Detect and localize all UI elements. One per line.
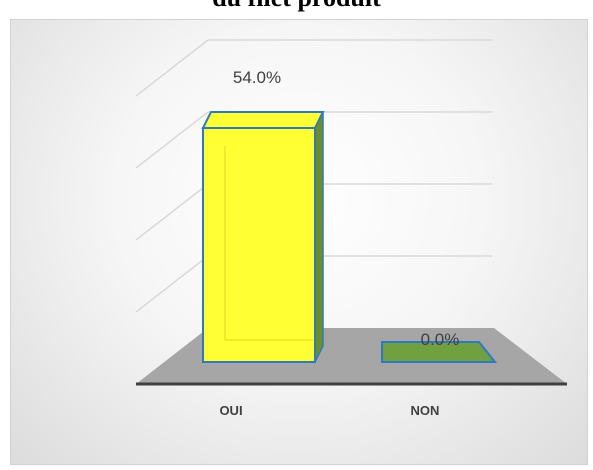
chart-title: du filet produit bbox=[0, 0, 593, 13]
data-label-oui: 54.0% bbox=[233, 68, 281, 87]
bar-oui-side bbox=[314, 111, 324, 363]
x-tick-label-oui: OUI bbox=[219, 403, 242, 418]
data-label-non: 0.0% bbox=[421, 330, 460, 349]
gridline-side bbox=[135, 111, 209, 169]
gridline-side bbox=[135, 255, 209, 313]
gridline-side bbox=[135, 39, 209, 97]
x-tick-label-non: NON bbox=[411, 403, 440, 418]
chart-floor bbox=[136, 328, 567, 384]
bars bbox=[201, 111, 498, 363]
gridline-side bbox=[135, 183, 209, 241]
bar-oui bbox=[202, 127, 316, 363]
bar-oui-top bbox=[201, 111, 325, 129]
bar-non bbox=[381, 341, 498, 363]
labels: 54.0% OUI 0.0% NON bbox=[219, 68, 459, 418]
